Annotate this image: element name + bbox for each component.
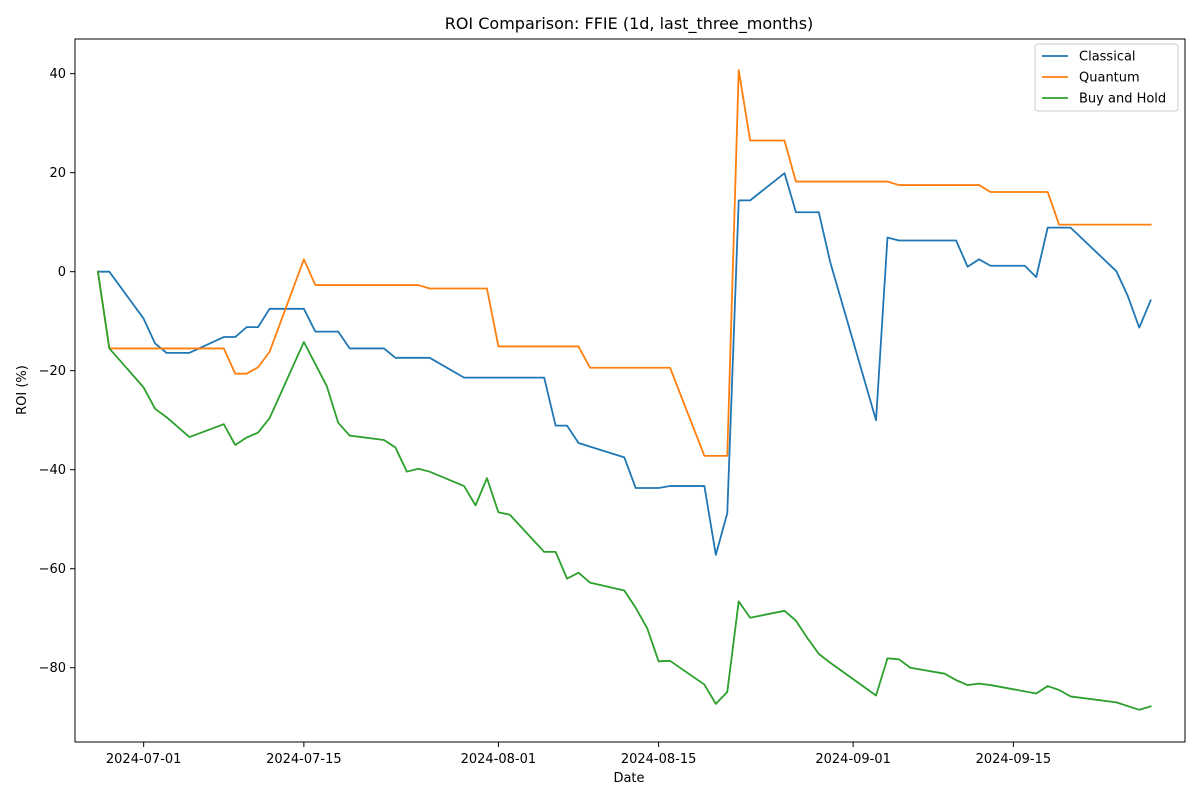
- y-tick-label: −20: [39, 364, 66, 379]
- legend: Classical Quantum Buy and Hold: [1034, 43, 1179, 112]
- axes-frame: [74, 38, 1186, 743]
- x-axis-label: Date: [613, 771, 644, 786]
- series-line-quantum: [96, 69, 1152, 457]
- series-line-classical: [96, 172, 1152, 556]
- y-tick-label: 0: [58, 265, 66, 280]
- x-tick-label: 2024-09-01: [815, 752, 891, 767]
- y-tick-label: −80: [39, 661, 66, 676]
- y-tick-label: −40: [39, 463, 66, 478]
- legend-label-buy-and-hold: Buy and Hold: [1079, 92, 1166, 107]
- y-tick-label: 20: [49, 166, 66, 181]
- chart-title: ROI Comparison: FFIE (1d, last_three_mon…: [445, 14, 814, 34]
- x-tick-label: 2024-08-15: [621, 752, 697, 767]
- x-tick-label: 2024-08-01: [461, 752, 537, 767]
- x-tick-label: 2024-07-01: [106, 752, 182, 767]
- series-line-buy-and-hold: [96, 270, 1152, 711]
- x-tick-label: 2024-09-15: [976, 752, 1052, 767]
- y-tick-label: −60: [39, 562, 66, 577]
- y-tick-label: 40: [49, 67, 66, 82]
- legend-box: [1034, 43, 1179, 112]
- plot-area: [96, 69, 1152, 711]
- legend-label-classical: Classical: [1079, 50, 1136, 65]
- axes: 2024-07-01 2024-07-15 2024-08-01 2024-08-15…: [39, 38, 1186, 767]
- legend-label-quantum: Quantum: [1079, 71, 1140, 86]
- x-tick-label: 2024-07-15: [266, 752, 342, 767]
- y-axis-label: ROI (%): [15, 365, 30, 415]
